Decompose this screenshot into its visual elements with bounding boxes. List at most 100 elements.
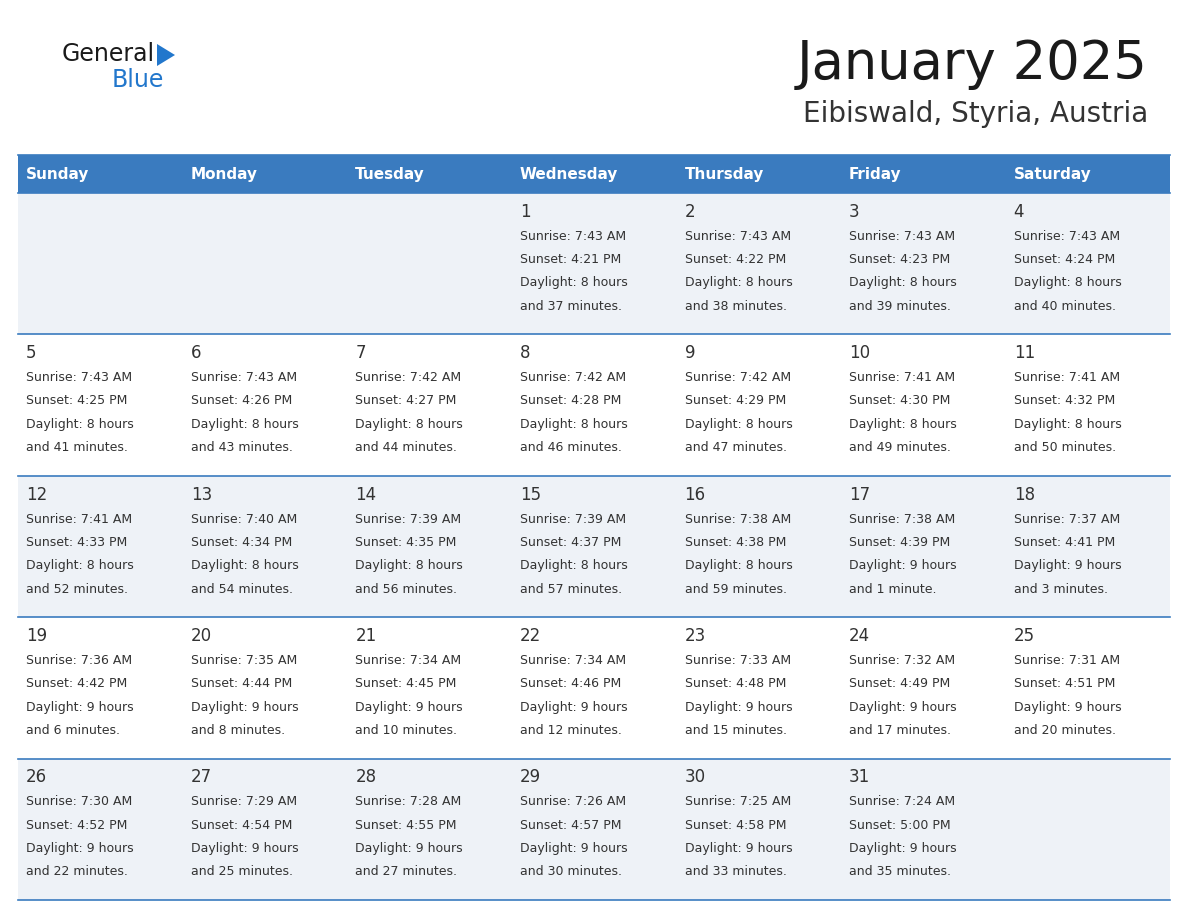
Text: Sunset: 4:41 PM: Sunset: 4:41 PM (1013, 536, 1114, 549)
Text: Sunset: 4:34 PM: Sunset: 4:34 PM (191, 536, 292, 549)
Text: Sunset: 4:26 PM: Sunset: 4:26 PM (191, 395, 292, 408)
Text: Sunrise: 7:41 AM: Sunrise: 7:41 AM (1013, 371, 1120, 384)
Text: Sunset: 4:42 PM: Sunset: 4:42 PM (26, 677, 127, 690)
Text: General: General (62, 42, 156, 66)
Text: Daylight: 9 hours: Daylight: 9 hours (1013, 559, 1121, 572)
Text: and 15 minutes.: and 15 minutes. (684, 724, 786, 737)
Text: Sunset: 4:58 PM: Sunset: 4:58 PM (684, 819, 786, 832)
Bar (183, 758, 347, 900)
Bar (183, 155, 347, 193)
Bar (183, 334, 347, 476)
Text: Monday: Monday (191, 166, 258, 182)
Text: Sunrise: 7:41 AM: Sunrise: 7:41 AM (26, 512, 132, 526)
Text: 30: 30 (684, 768, 706, 787)
Text: Sunset: 4:57 PM: Sunset: 4:57 PM (520, 819, 621, 832)
Text: Daylight: 8 hours: Daylight: 8 hours (849, 418, 956, 431)
Bar (18, 476, 183, 617)
Text: Sunrise: 7:26 AM: Sunrise: 7:26 AM (520, 795, 626, 809)
Bar (1005, 758, 1170, 900)
Bar (1005, 155, 1170, 193)
Text: 19: 19 (26, 627, 48, 645)
Text: 27: 27 (191, 768, 211, 787)
Text: Sunday: Sunday (26, 166, 89, 182)
Text: Daylight: 9 hours: Daylight: 9 hours (191, 700, 298, 713)
Bar (183, 617, 347, 758)
Text: Sunset: 5:00 PM: Sunset: 5:00 PM (849, 819, 950, 832)
Text: Wednesday: Wednesday (520, 166, 618, 182)
Text: 4: 4 (1013, 203, 1024, 221)
Text: Sunrise: 7:39 AM: Sunrise: 7:39 AM (355, 512, 461, 526)
Text: 24: 24 (849, 627, 871, 645)
Text: Eibiswald, Styria, Austria: Eibiswald, Styria, Austria (803, 100, 1148, 128)
Text: Daylight: 8 hours: Daylight: 8 hours (520, 276, 627, 289)
Text: Daylight: 8 hours: Daylight: 8 hours (26, 559, 134, 572)
Text: 18: 18 (1013, 486, 1035, 504)
Text: Sunrise: 7:34 AM: Sunrise: 7:34 AM (520, 654, 626, 667)
Text: and 38 minutes.: and 38 minutes. (684, 300, 786, 313)
Bar (347, 155, 512, 193)
Text: Sunrise: 7:42 AM: Sunrise: 7:42 AM (684, 371, 791, 384)
Text: 21: 21 (355, 627, 377, 645)
Text: 17: 17 (849, 486, 871, 504)
Text: Sunrise: 7:34 AM: Sunrise: 7:34 AM (355, 654, 461, 667)
Text: Daylight: 9 hours: Daylight: 9 hours (355, 700, 463, 713)
Text: 2: 2 (684, 203, 695, 221)
Text: 16: 16 (684, 486, 706, 504)
Text: Sunset: 4:27 PM: Sunset: 4:27 PM (355, 395, 456, 408)
Text: Daylight: 8 hours: Daylight: 8 hours (191, 559, 298, 572)
Text: Sunset: 4:38 PM: Sunset: 4:38 PM (684, 536, 786, 549)
Text: Daylight: 9 hours: Daylight: 9 hours (684, 700, 792, 713)
Text: Sunrise: 7:43 AM: Sunrise: 7:43 AM (191, 371, 297, 384)
Text: Sunset: 4:28 PM: Sunset: 4:28 PM (520, 395, 621, 408)
Text: and 25 minutes.: and 25 minutes. (191, 866, 292, 879)
Text: Sunset: 4:30 PM: Sunset: 4:30 PM (849, 395, 950, 408)
Text: and 57 minutes.: and 57 minutes. (520, 583, 623, 596)
Text: Daylight: 9 hours: Daylight: 9 hours (26, 700, 134, 713)
Text: Sunset: 4:25 PM: Sunset: 4:25 PM (26, 395, 127, 408)
Text: Sunrise: 7:43 AM: Sunrise: 7:43 AM (520, 230, 626, 242)
Text: 11: 11 (1013, 344, 1035, 363)
Text: and 17 minutes.: and 17 minutes. (849, 724, 952, 737)
Text: 22: 22 (520, 627, 542, 645)
Text: Sunset: 4:22 PM: Sunset: 4:22 PM (684, 253, 785, 266)
Text: and 1 minute.: and 1 minute. (849, 583, 936, 596)
Text: 1: 1 (520, 203, 531, 221)
Bar (1005, 334, 1170, 476)
Text: Daylight: 8 hours: Daylight: 8 hours (684, 276, 792, 289)
Text: and 59 minutes.: and 59 minutes. (684, 583, 786, 596)
Text: Daylight: 9 hours: Daylight: 9 hours (849, 559, 956, 572)
Text: Sunrise: 7:43 AM: Sunrise: 7:43 AM (1013, 230, 1120, 242)
Bar (841, 617, 1005, 758)
Text: 31: 31 (849, 768, 871, 787)
Text: Daylight: 8 hours: Daylight: 8 hours (26, 418, 134, 431)
Text: Sunset: 4:33 PM: Sunset: 4:33 PM (26, 536, 127, 549)
Bar (512, 155, 676, 193)
Text: and 6 minutes.: and 6 minutes. (26, 724, 120, 737)
Text: Sunset: 4:45 PM: Sunset: 4:45 PM (355, 677, 456, 690)
Text: Sunrise: 7:42 AM: Sunrise: 7:42 AM (355, 371, 461, 384)
Text: Sunrise: 7:41 AM: Sunrise: 7:41 AM (849, 371, 955, 384)
Text: Daylight: 9 hours: Daylight: 9 hours (849, 842, 956, 855)
Text: Sunrise: 7:28 AM: Sunrise: 7:28 AM (355, 795, 462, 809)
Bar (841, 334, 1005, 476)
Text: Sunrise: 7:43 AM: Sunrise: 7:43 AM (684, 230, 791, 242)
Text: 13: 13 (191, 486, 211, 504)
Text: Daylight: 8 hours: Daylight: 8 hours (1013, 418, 1121, 431)
Text: Daylight: 8 hours: Daylight: 8 hours (520, 418, 627, 431)
Text: Sunset: 4:23 PM: Sunset: 4:23 PM (849, 253, 950, 266)
Text: 8: 8 (520, 344, 531, 363)
Bar (183, 476, 347, 617)
Bar (18, 758, 183, 900)
Bar (347, 476, 512, 617)
Polygon shape (157, 44, 175, 66)
Text: Daylight: 9 hours: Daylight: 9 hours (26, 842, 134, 855)
Text: 23: 23 (684, 627, 706, 645)
Text: Sunset: 4:44 PM: Sunset: 4:44 PM (191, 677, 292, 690)
Text: Sunrise: 7:30 AM: Sunrise: 7:30 AM (26, 795, 133, 809)
Bar (347, 193, 512, 334)
Text: and 35 minutes.: and 35 minutes. (849, 866, 952, 879)
Text: Daylight: 9 hours: Daylight: 9 hours (849, 700, 956, 713)
Text: Sunset: 4:46 PM: Sunset: 4:46 PM (520, 677, 621, 690)
Text: Sunset: 4:37 PM: Sunset: 4:37 PM (520, 536, 621, 549)
Text: and 10 minutes.: and 10 minutes. (355, 724, 457, 737)
